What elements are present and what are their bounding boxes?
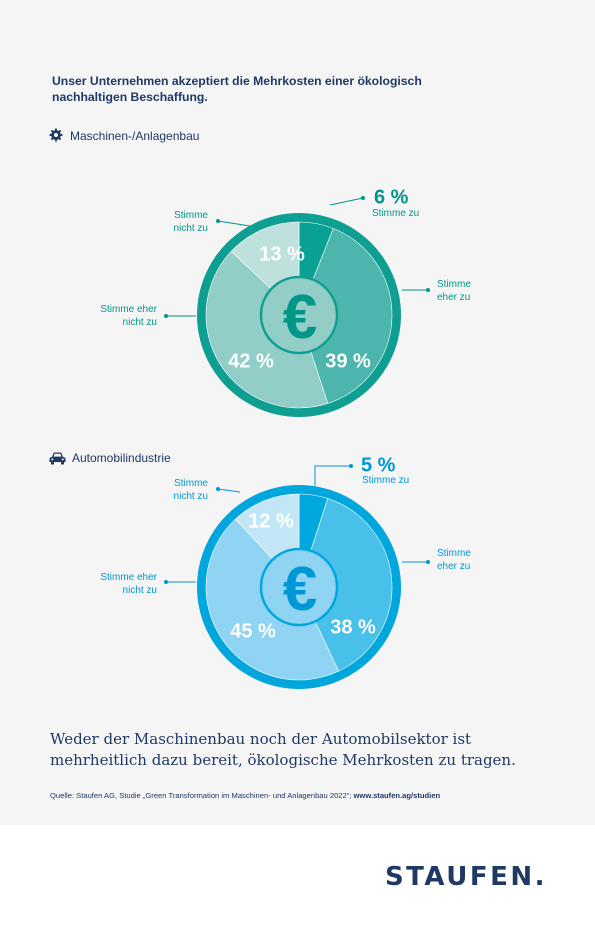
category-label: Stimme zu	[372, 208, 419, 219]
category-label: nicht zu	[123, 317, 157, 328]
leader-line	[314, 465, 351, 486]
category-label: nicht zu	[123, 585, 157, 596]
brand-logo: STAUFEN.	[384, 862, 547, 892]
euro-disc-outline	[259, 275, 339, 355]
value-label: 39 %	[325, 350, 371, 372]
category-label: Stimme	[174, 210, 208, 221]
euro-disc	[260, 548, 338, 626]
leader-line	[217, 488, 241, 493]
gear-icon	[49, 128, 63, 142]
euro-symbol: €	[283, 283, 317, 352]
leader-dot	[426, 288, 430, 292]
leader-dot	[164, 580, 168, 584]
category-label: eher zu	[437, 292, 470, 303]
leader-dot	[426, 560, 430, 564]
leader-dot	[164, 314, 168, 318]
category-label: Stimme eher	[100, 572, 157, 583]
source-note: Quelle: Staufen AG, Studie „Green Transf…	[50, 791, 570, 800]
conclusion-text: Weder der Maschinenbau noch der Automobi…	[50, 730, 516, 769]
category-label: Stimme	[437, 279, 471, 290]
category-label: Stimme eher	[100, 304, 157, 315]
leader-line	[329, 197, 364, 206]
car-icon	[49, 452, 66, 465]
source-link[interactable]: www.staufen.ag/studien	[353, 791, 441, 800]
value-label-zu: 5 %	[361, 454, 396, 476]
euro-disc	[260, 276, 338, 354]
value-label-zu: 6 %	[374, 186, 409, 208]
leader-dot	[361, 196, 365, 200]
value-label: 45 %	[230, 620, 276, 642]
category-label: nicht zu	[174, 223, 208, 234]
euro-symbol: €	[283, 555, 317, 624]
pie-slice	[298, 228, 393, 404]
value-label: 42 %	[228, 350, 274, 372]
source-text: Quelle: Staufen AG, Studie „Green Transf…	[50, 791, 354, 800]
section-label-maschinenbau: Maschinen-/Anlagenbau	[70, 129, 200, 143]
value-label: 12 %	[248, 510, 294, 532]
category-label: eher zu	[437, 561, 470, 572]
section-label-automobil: Automobilindustrie	[72, 451, 171, 465]
leader-dot	[349, 464, 353, 468]
leader-dot	[216, 487, 220, 491]
leader-dot	[216, 219, 220, 223]
category-label: Stimme	[437, 548, 471, 559]
headline: Unser Unternehmen akzeptiert die Mehrkos…	[52, 74, 422, 104]
value-label: 13 %	[259, 243, 305, 265]
value-label: 38 %	[330, 616, 376, 638]
euro-disc-outline	[259, 547, 339, 627]
pie-slice	[298, 498, 393, 672]
category-label: Stimme zu	[362, 475, 409, 486]
leader-line	[217, 220, 251, 227]
category-label: Stimme	[174, 478, 208, 489]
category-label: nicht zu	[174, 491, 208, 502]
